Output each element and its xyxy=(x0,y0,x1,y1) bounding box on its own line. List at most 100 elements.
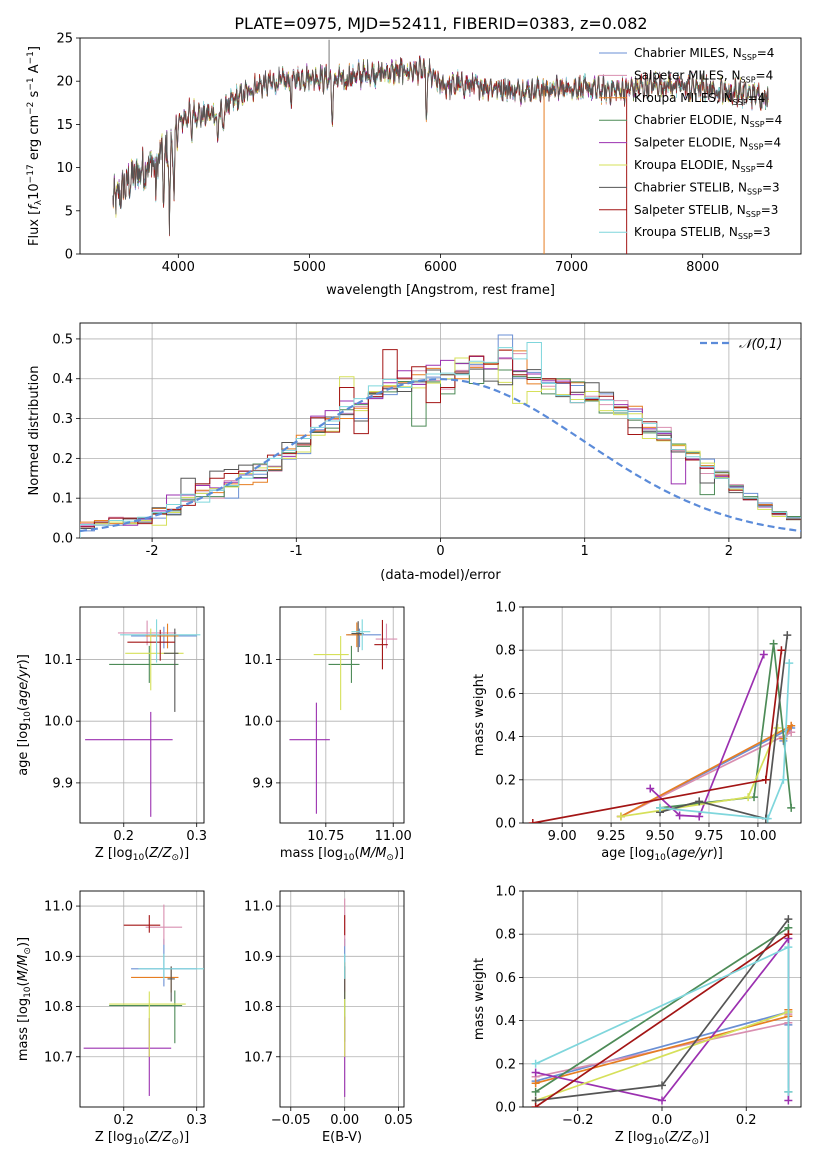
residuals-steps xyxy=(80,334,801,538)
mass_weight_vs_age-series-salpeter-stelib-marker xyxy=(528,819,537,823)
legend-label-salpeter-elodie: Salpeter ELODIE, NSSP=4 xyxy=(634,136,781,152)
mass_weight_vs_Z-series-kroupa-stelib-marker xyxy=(784,1087,793,1096)
mass_weight_vs_age-series-salpeter-elodie-marker xyxy=(675,811,684,820)
mass_weight_vs_Z-series-kroupa-stelib-marker xyxy=(784,943,793,952)
mass_vs_ebv-ytick-label: 10.9 xyxy=(244,950,273,965)
mass_weight_vs_age-series-kroupa-stelib-marker xyxy=(763,814,772,823)
legend-label-kroupa-miles: Kroupa MILES, NSSP=4 xyxy=(634,91,765,107)
age_vs_mass-errorbars xyxy=(289,619,398,814)
residuals-xtick-label: 0 xyxy=(436,544,444,559)
age_vs_mass-point-kroupa-stelib xyxy=(351,619,371,651)
age_vs_Z-errorbars xyxy=(85,619,201,817)
spectrum-ytick-label: 0 xyxy=(65,248,73,263)
mass_weight_vs_Z-lines xyxy=(531,915,793,1107)
residuals-xlabel: (data-model)/error xyxy=(380,568,501,583)
mass_weight_vs_Z-series-kroupa-miles-marker xyxy=(531,1079,540,1088)
mass_weight_vs_age-series-kroupa-stelib-marker xyxy=(779,775,788,784)
mass_weight_vs_age-axes: 9.00 9.25 9.50 9.75 10.00 0.0 0.2 0.4 0.6 0.8 1.0 a… xyxy=(472,601,802,863)
mass_vs_ebv-ytick-label: 10.8 xyxy=(244,1000,273,1015)
legend-label-kroupa-stelib: Kroupa STELIB, NSSP=3 xyxy=(634,225,771,241)
mass_weight_vs_age-series-chabrier-elodie-marker xyxy=(787,803,796,812)
mass_weight_vs_Z-series-salpeter-elodie-marker xyxy=(531,1068,540,1077)
mass_weight_vs_Z-xtick-label: −0.2 xyxy=(562,1113,594,1128)
age_vs_Z-axes: 0.2 0.3 9.9 10.0 10.1 Z [log10(Z/Z⊙)] age [log… xyxy=(16,606,207,863)
residuals-ytick-label: 0.5 xyxy=(52,332,73,347)
mass_vs_Z-errorbars xyxy=(83,904,204,1096)
mass-weight-age-ylabel: mass weight xyxy=(472,674,487,756)
mass_vs_Z-point-salpeter-miles xyxy=(145,904,183,945)
residuals-xtick-label: 2 xyxy=(725,544,733,559)
mass_vs_Z-point-kroupa-elodie xyxy=(109,991,186,1057)
mass_weight_vs_age-frame xyxy=(522,606,802,824)
hist-step-kroupa-stelib xyxy=(80,342,801,538)
mass_weight_vs_age-xtick-label: 9.75 xyxy=(695,829,724,844)
mass_vs_Z-ytick-label: 11.0 xyxy=(44,900,73,915)
residuals-frame xyxy=(79,322,802,539)
mass_weight_vs_age-series-kroupa-stelib xyxy=(659,663,791,820)
age_vs_Z-ytick-label: 9.9 xyxy=(52,776,73,791)
spectrum-ytick-label: 5 xyxy=(65,204,73,219)
mass_weight_vs_age-series-kroupa-stelib-marker xyxy=(656,803,665,812)
mass_weight_vs_age-series-chabrier-elodie-marker xyxy=(769,639,778,648)
mass-weight-Z-ylabel: mass weight xyxy=(472,958,487,1040)
mass_weight_vs_Z-series-salpeter-stelib-marker xyxy=(531,1103,540,1107)
age_vs_mass-ytick-label: 9.9 xyxy=(252,776,273,791)
figure-title: PLATE=0975, MJD=52411, FIBERID=0383, z=0… xyxy=(234,14,647,33)
mass_weight_vs_age-ytick-label: 0.6 xyxy=(495,687,516,702)
mass_weight_vs_Z-ytick-label: 0.4 xyxy=(495,1014,516,1029)
age_vs_mass-xlabel: mass [log10(M/M⊙)] xyxy=(280,846,404,863)
mass_vs_Z-xtick-label: 0.2 xyxy=(113,1113,134,1128)
legend-label-kroupa-elodie: Kroupa ELODIE, NSSP=4 xyxy=(634,158,773,174)
spectrum-frame xyxy=(79,37,802,255)
age_vs_Z-xtick-label: 0.2 xyxy=(113,829,134,844)
age_vs_Z-xlabel: Z [log10(Z/Z⊙)] xyxy=(95,846,189,863)
age_vs_Z-point-kroupa-stelib xyxy=(120,619,201,663)
age_vs_Z-point-chabrier-elodie xyxy=(109,645,179,683)
mass_vs_Z-xlabel: Z [log10(Z/Z⊙)] xyxy=(95,1130,189,1147)
mass_vs_Z-frame xyxy=(79,890,205,1108)
mass_weight_vs_Z-frame xyxy=(522,890,802,1108)
spectrum-xtick-label: 5000 xyxy=(293,260,326,275)
age_vs_mass-frame xyxy=(279,606,405,824)
spectrum-xtick-label: 8000 xyxy=(686,260,719,275)
mass_weight_vs_age-series-chabrier-stelib xyxy=(659,635,789,820)
spectrum-axes: 4000 5000 6000 7000 8000 0 5 10 15 20 25 wavelength… xyxy=(26,32,802,298)
mass_weight_vs_Z-xtick-label: 0.2 xyxy=(736,1113,757,1128)
mass_weight_vs_Z-xlabel: Z [log10(Z/Z⊙)] xyxy=(615,1130,709,1147)
age_vs_mass-ytick-label: 10.1 xyxy=(244,653,273,668)
age_vs_mass-ytick-label: 10.0 xyxy=(244,715,273,730)
age_vs_mass-axes: 10.75 11.00 9.9 10.0 10.1 mass [log10(M/M⊙)] xyxy=(244,606,412,863)
mass_weight_vs_Z-series-chabrier-stelib-marker xyxy=(658,1081,666,1090)
plots-layer: 4000 5000 6000 7000 80000510152025wavelength… xyxy=(16,32,802,1147)
mass_vs_Z-point-salpeter-stelib xyxy=(123,915,161,933)
legend-label-chabrier-stelib: Chabrier STELIB, NSSP=3 xyxy=(634,180,780,196)
mass_weight_vs_Z-series-salpeter-stelib-marker xyxy=(784,930,793,939)
mass_weight_vs_age-xtick-label: 9.00 xyxy=(548,829,577,844)
mass_vs_ebv-ytick-label: 11.0 xyxy=(244,900,273,915)
mass_weight_vs_Z-ytick-label: 0.6 xyxy=(495,971,516,986)
mass_weight_vs_age-series-chabrier-stelib-marker xyxy=(783,631,792,640)
mass_weight_vs_age-series-salpeter-elodie xyxy=(649,654,765,818)
mass_vs_Z-ytick-label: 10.7 xyxy=(44,1050,73,1065)
mass_weight_vs_age-series-salpeter-stelib-marker xyxy=(761,775,770,784)
mass_vs_Z-ytick-label: 10.9 xyxy=(44,950,73,965)
mass_weight_vs_Z-axes: −0.2 0.0 0.2 0.0 0.2 0.4 0.6 0.8 1.0 Z [log10(Z/Z… xyxy=(472,885,802,1147)
residuals-xtick-label: -1 xyxy=(290,544,303,559)
age_vs_mass-point-kroupa-elodie xyxy=(313,636,349,711)
spectrum-lines xyxy=(112,39,769,254)
hist-step-salpeter-elodie xyxy=(80,355,801,538)
legend-label-salpeter-stelib: Salpeter STELIB, NSSP=3 xyxy=(634,203,778,219)
spectrum-ytick-label: 20 xyxy=(56,75,73,90)
hist-step-chabrier-stelib xyxy=(80,368,801,538)
mass_vs_ebv-xtick-label: −0.05 xyxy=(271,1113,311,1128)
mass_vs_ebv-frame xyxy=(279,890,405,1108)
mass_weight_vs_age-xtick-label: 10.00 xyxy=(739,829,776,844)
spectrum-legend: Chabrier MILES, NSSP=4 Salpeter MILES, NS… xyxy=(599,46,782,241)
age_vs_Z-point-salpeter-elodie xyxy=(85,711,173,817)
age_vs_Z-point-salpeter-miles xyxy=(117,620,177,646)
age_vs_Z-xtick-label: 0.3 xyxy=(186,829,207,844)
spectrum-ytick-label: 10 xyxy=(56,161,73,176)
mass_weight_vs_age-ytick-label: 0.2 xyxy=(495,773,516,788)
mass_weight_vs_age-series-kroupa-miles-marker xyxy=(787,721,796,730)
